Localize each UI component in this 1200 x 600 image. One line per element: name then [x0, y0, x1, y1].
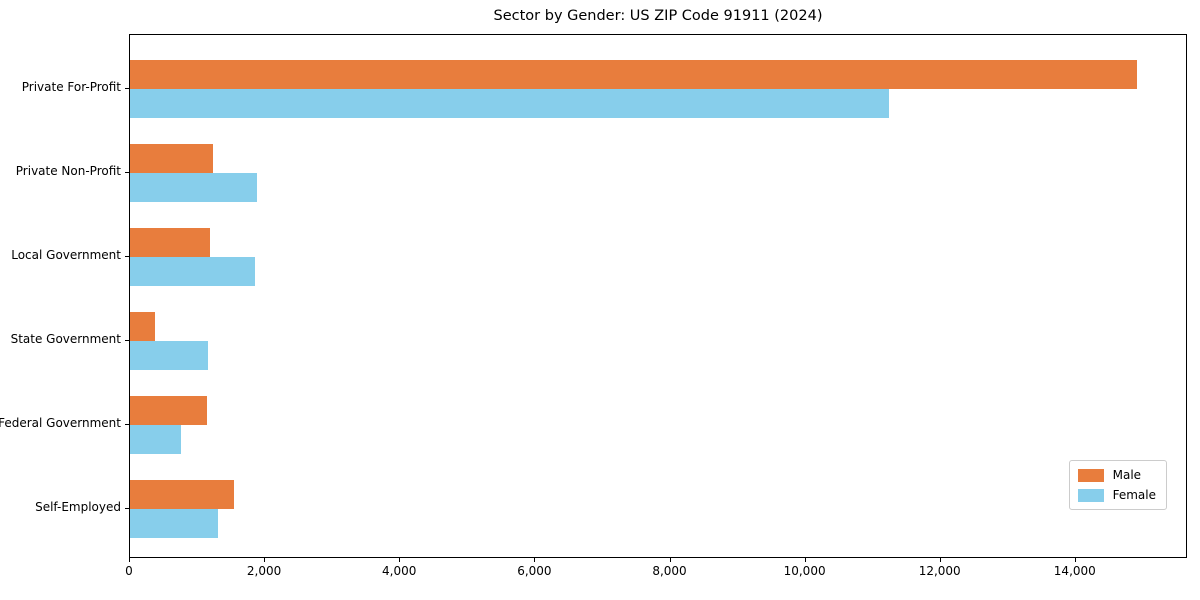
y-tick-label-private-for-profit: Private For-Profit: [21, 80, 121, 94]
y-tick-mark: [125, 507, 129, 509]
x-tick-label-6-000: 6,000: [517, 564, 552, 578]
x-tick-label-8-000: 8,000: [652, 564, 687, 578]
x-tick-mark: [399, 558, 401, 562]
bar-female-federal-government: [130, 424, 181, 454]
y-tick-label-private-non-profit: Private Non-Profit: [15, 163, 121, 178]
bar-male-self-employed: [130, 479, 234, 509]
legend: Male Female: [1068, 460, 1167, 510]
plot-area: Male Female: [129, 34, 1187, 558]
legend-label-female: Female: [1112, 488, 1156, 502]
y-tick-mark: [125, 171, 129, 173]
legend-label-male: Male: [1112, 468, 1142, 482]
x-tick-mark: [534, 558, 536, 562]
x-tick-label-14-000: 14,000: [1053, 564, 1096, 578]
bar-male-local-government: [130, 227, 211, 257]
x-tick-label-2-000: 2,000: [246, 564, 282, 578]
bar-female-self-employed: [130, 508, 218, 538]
y-tick-mark: [125, 88, 129, 89]
bar-female-private-for-profit: [130, 89, 890, 118]
x-tick-mark: [804, 558, 806, 562]
bar-female-private-non-profit: [130, 172, 257, 202]
y-tick-mark: [125, 423, 129, 425]
bar-female-state-government: [130, 340, 208, 370]
y-tick-mark: [125, 255, 129, 257]
bar-female-local-government: [130, 256, 255, 286]
legend-item-male: Male: [1077, 468, 1156, 482]
y-tick-label-federal-government: Federal Government: [0, 415, 121, 430]
legend-swatch-male: [1077, 468, 1104, 482]
legend-item-female: Female: [1077, 488, 1156, 502]
bar-male-private-non-profit: [130, 143, 214, 173]
y-tick-label-self-employed: Self-Employed: [35, 499, 121, 514]
x-tick-mark: [264, 558, 266, 562]
bar-male-federal-government: [130, 395, 207, 425]
x-tick-mark: [129, 558, 130, 562]
x-tick-label-4-000: 4,000: [382, 564, 417, 578]
legend-swatch-female: [1077, 488, 1104, 502]
x-tick-mark: [939, 558, 941, 562]
x-tick-label-12-000: 12,000: [918, 564, 961, 578]
y-tick-label-local-government: Local Government: [11, 247, 121, 262]
x-tick-label-0: 0: [125, 564, 133, 578]
chart-title: Sector by Gender: US ZIP Code 91911 (202…: [493, 8, 823, 24]
bar-male-private-for-profit: [130, 60, 1137, 89]
bar-male-state-government: [130, 311, 155, 341]
y-tick-mark: [125, 339, 129, 341]
x-tick-mark: [669, 558, 671, 562]
x-tick-label-10-000: 10,000: [783, 564, 826, 578]
x-tick-mark: [1074, 558, 1076, 562]
y-tick-label-state-government: State Government: [10, 331, 121, 346]
